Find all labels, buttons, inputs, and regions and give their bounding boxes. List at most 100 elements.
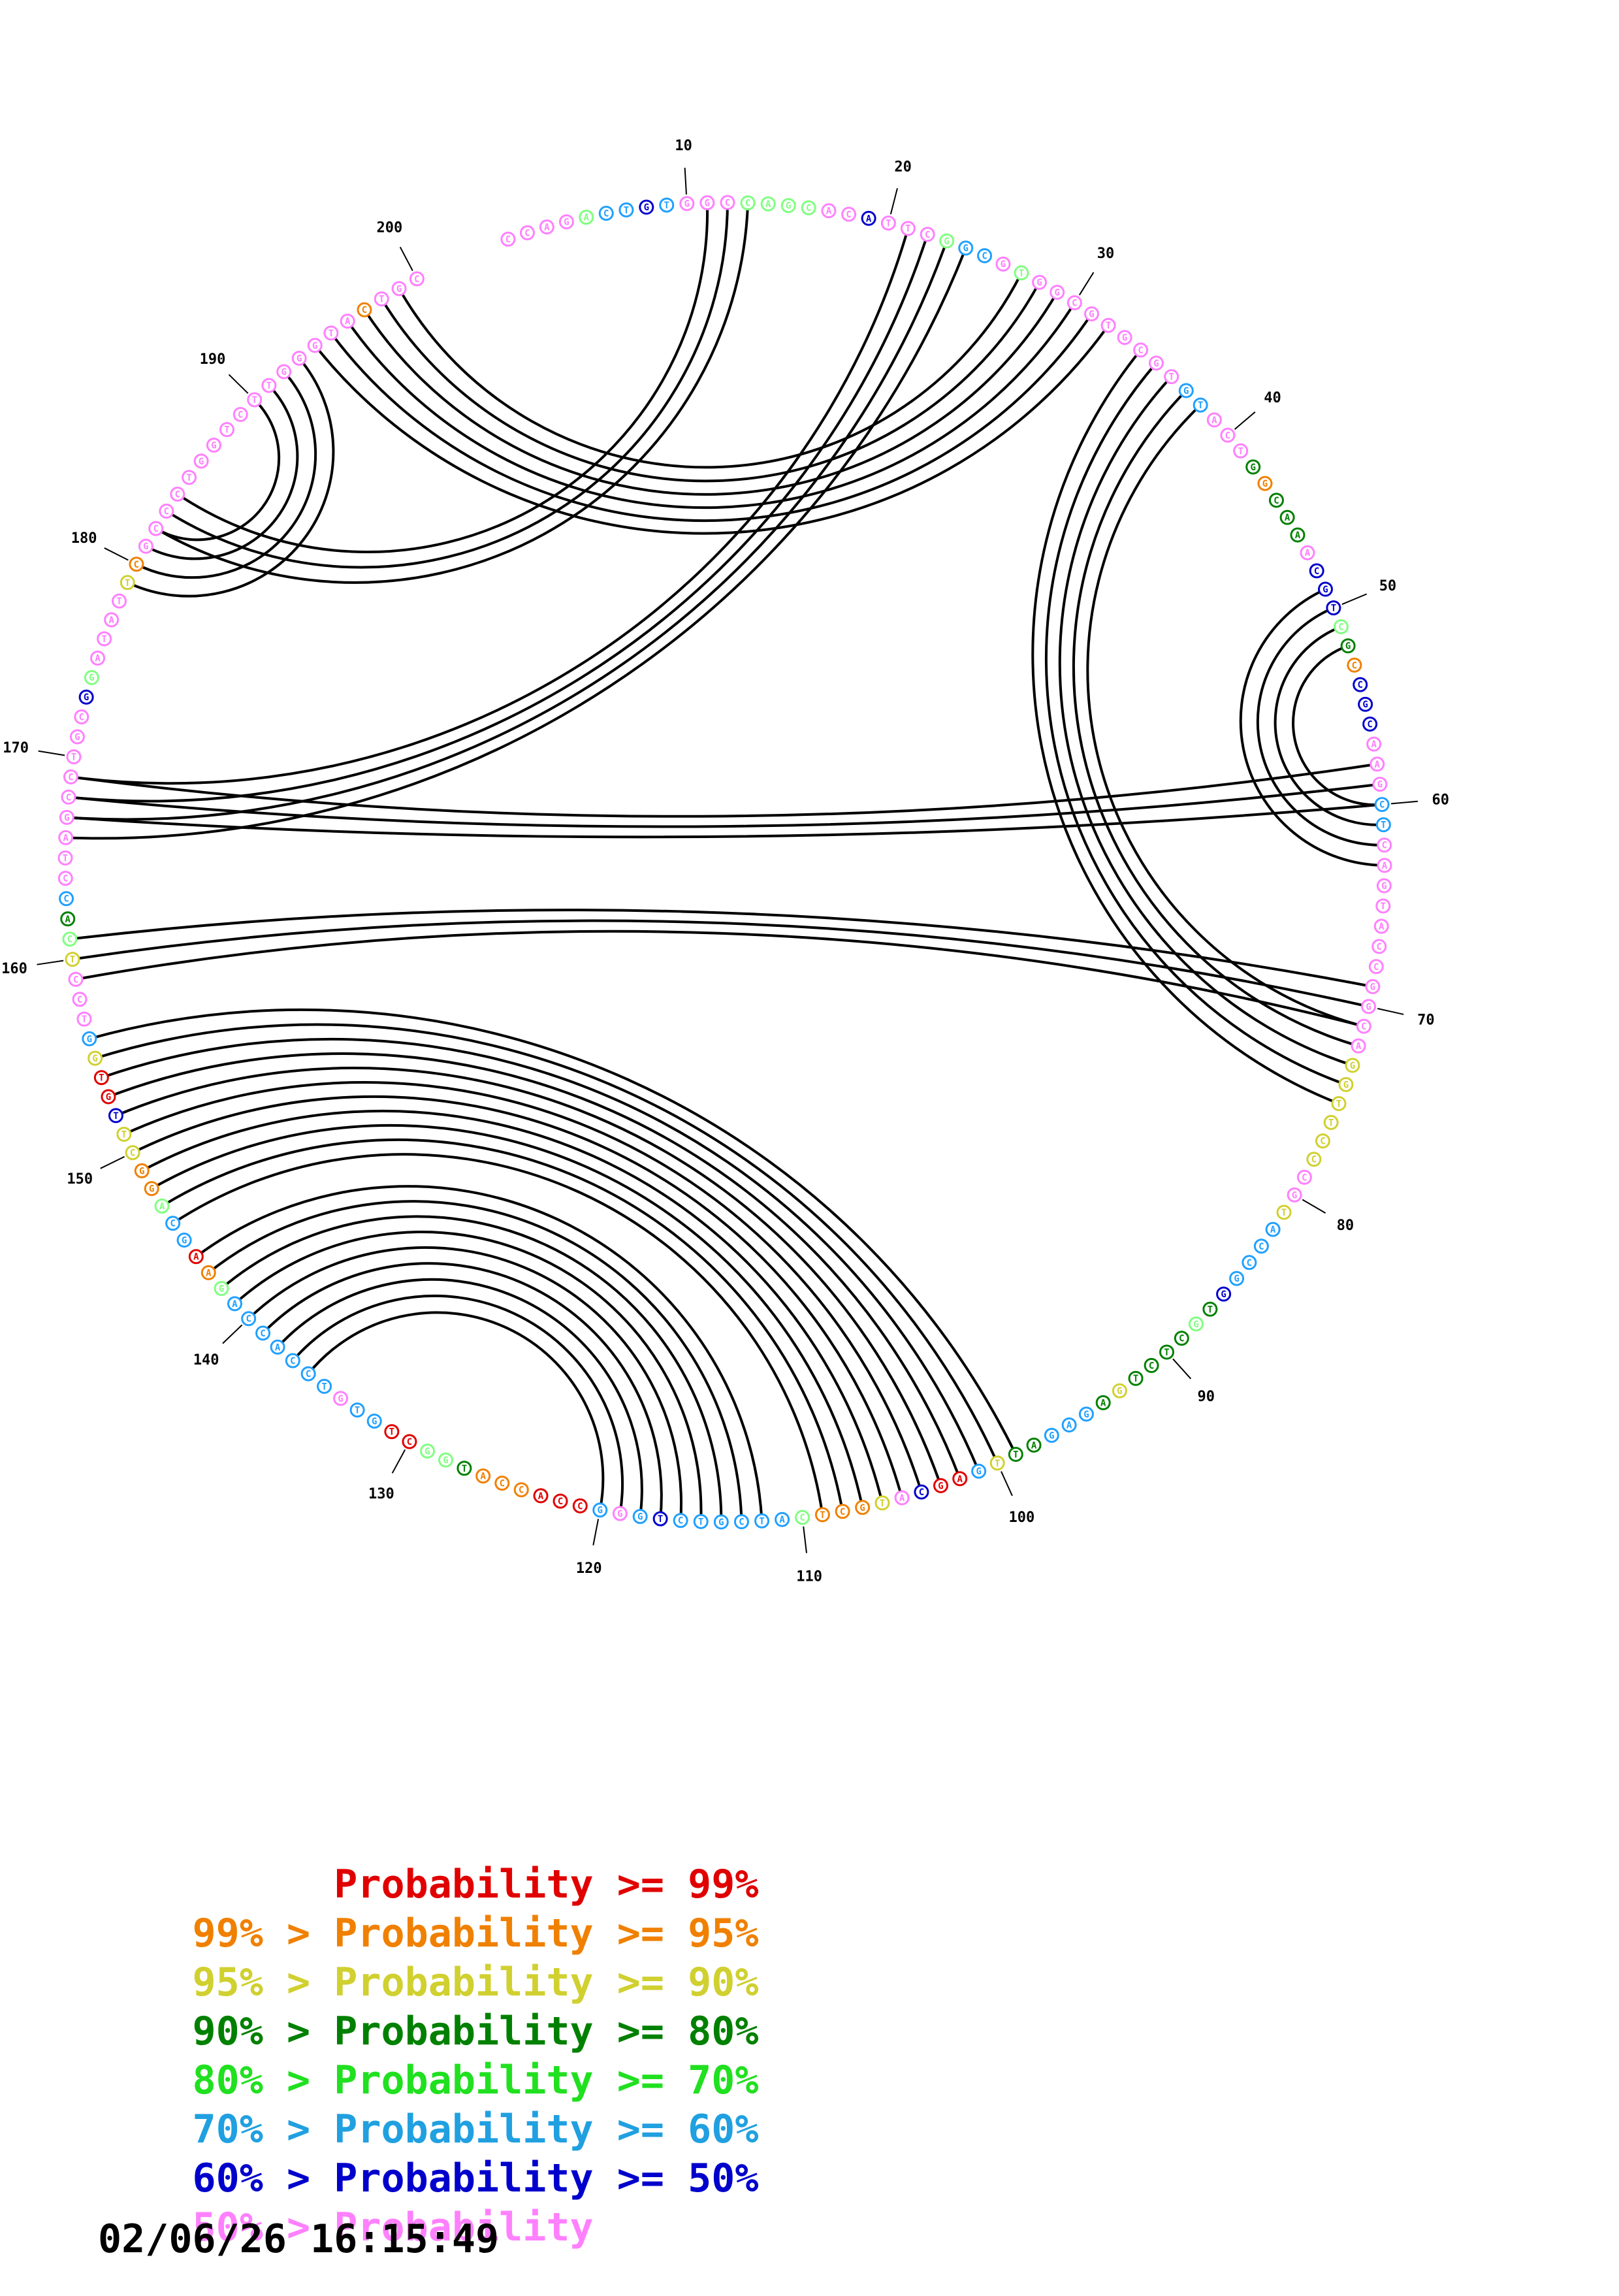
nucleotide-circle	[78, 689, 94, 705]
nucleotide-letter: A	[206, 1268, 212, 1278]
nucleotide: T	[317, 1378, 332, 1394]
nucleotide-circle	[1159, 1344, 1175, 1360]
nucleotide-circle	[88, 1050, 103, 1066]
nucleotide: T	[1323, 1114, 1339, 1130]
nucleotide-letter: G	[976, 1466, 981, 1477]
nucleotide-circle	[1257, 476, 1273, 491]
nucleotide-circle	[206, 437, 221, 453]
nucleotide: A	[1095, 1395, 1111, 1410]
nucleotide: A	[1351, 1038, 1366, 1054]
nucleotide-circle	[255, 1325, 271, 1341]
nucleotide: G	[134, 1163, 150, 1178]
legend-row-6: 70% > Probability >= 60%	[98, 2061, 759, 2152]
tick-mark	[803, 1526, 808, 1553]
nucleotide-letter: G	[92, 1054, 97, 1064]
nucleotide: C	[572, 1498, 588, 1513]
tick-label: 60	[1432, 792, 1450, 809]
nucleotide: G	[276, 364, 292, 380]
nucleotide: C	[1174, 1331, 1189, 1346]
base-pair-arc	[127, 357, 335, 598]
nucleotide: A	[154, 1198, 170, 1214]
tick-label: 70	[1417, 1012, 1435, 1029]
nucleotide: C	[673, 1513, 688, 1528]
nucleotide-circle	[276, 364, 292, 380]
nucleotide-circle	[1233, 443, 1249, 459]
nucleotide-circle	[1083, 306, 1099, 321]
nucleotide-letter: T	[1281, 1208, 1287, 1218]
nucleotide-letter: A	[538, 1491, 544, 1502]
nucleotide-letter: A	[584, 213, 590, 223]
nucleotide-letter: G	[938, 1481, 943, 1491]
nucleotide-circle	[1164, 369, 1179, 385]
nucleotide-letter: C	[153, 524, 158, 534]
nucleotide-letter: C	[1072, 299, 1077, 309]
nucleotide: T	[349, 1402, 365, 1418]
nucleotide-letter: T	[99, 1073, 104, 1084]
nucleotide: G	[971, 1463, 987, 1479]
nucleotide: A	[475, 1468, 491, 1484]
nucleotide: C	[68, 971, 84, 987]
nucleotide: A	[1279, 509, 1295, 525]
nucleotide-letter: G	[211, 440, 216, 451]
nucleotide-letter: C	[846, 210, 851, 220]
nucleotide: G	[438, 1452, 454, 1468]
nucleotide-letter: C	[170, 1219, 175, 1229]
nucleotide-letter: A	[65, 914, 71, 925]
nucleotide-letter: G	[859, 1503, 865, 1513]
base-pair-arc	[363, 291, 1059, 496]
nucleotide-letter: G	[963, 244, 969, 254]
nucleotide-letter: T	[905, 224, 910, 234]
legend-label: Probability	[334, 2205, 594, 2250]
nucleotide-letter: A	[275, 1342, 281, 1353]
nucleotide-circle	[1265, 1221, 1281, 1237]
nucleotide-circle	[60, 911, 76, 927]
tick-label: 150	[67, 1171, 93, 1188]
nucleotide-circle	[760, 196, 776, 212]
nucleotide-circle	[1358, 696, 1373, 712]
nucleotide-circle	[214, 1280, 229, 1296]
base-pair-arc	[145, 384, 299, 560]
nucleotide-letter: G	[1234, 1274, 1239, 1284]
nucleotide: T	[261, 378, 277, 393]
nucleotide: C	[357, 302, 372, 317]
nucleotide-letter: C	[678, 1516, 683, 1527]
base-pair-arc	[71, 762, 1378, 818]
nucleotide: C	[170, 486, 185, 502]
nucleotide-circle	[1044, 1427, 1059, 1443]
nucleotide-letter: T	[1208, 1304, 1213, 1315]
nucleotide-circle	[101, 1089, 116, 1105]
nucleotide-circle	[285, 1353, 300, 1368]
nucleotide: G	[88, 1050, 103, 1066]
nucleotide: C	[835, 1504, 850, 1519]
nucleotide-letter: T	[462, 1464, 467, 1474]
legend-suffix: >= 60%	[617, 2107, 759, 2152]
nucleotide: T	[374, 291, 389, 307]
nucleotide: G	[214, 1280, 229, 1296]
nucleotide-letter: G	[1221, 1289, 1226, 1300]
base-pair-arc	[136, 370, 317, 579]
nucleotide-circle	[1347, 657, 1362, 673]
nucleotide-circle	[1202, 1301, 1218, 1317]
nucleotide: T	[659, 197, 675, 213]
nucleotide-circle	[1245, 459, 1261, 475]
nucleotide-circle	[1193, 397, 1208, 413]
nucleotide-circle	[1333, 619, 1349, 634]
nucleotide-circle	[438, 1452, 454, 1468]
nucleotide-letter: G	[1083, 1410, 1089, 1420]
nucleotide-circle	[148, 521, 164, 536]
nucleotide-circle	[894, 1490, 910, 1506]
nucleotide-circle	[639, 199, 654, 215]
legend-row-7: 60% > Probability >= 50%	[98, 2110, 759, 2201]
nucleotide-letter: T	[63, 854, 68, 864]
nucleotide-circle	[129, 557, 144, 572]
nucleotide-letter: A	[1379, 922, 1385, 932]
nucleotide: A	[1265, 1221, 1281, 1237]
nucleotide: C	[125, 1145, 140, 1161]
tick-mark	[104, 547, 129, 561]
tick-mark	[228, 374, 249, 394]
legend-suffix: >= 70%	[617, 2058, 759, 2103]
nucleotide-letter: G	[644, 202, 649, 213]
nucleotide-letter: G	[106, 1092, 111, 1103]
nucleotide-letter: C	[1357, 680, 1362, 690]
nucleotide-letter: G	[87, 1034, 92, 1044]
